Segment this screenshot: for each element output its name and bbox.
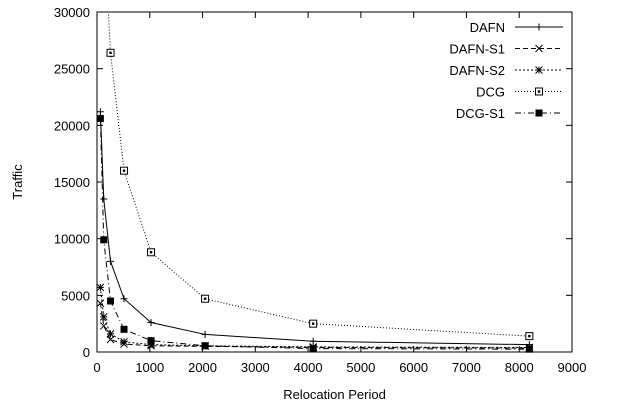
data-point [97,115,104,123]
y-tick-label: 15000 [54,175,90,190]
y-tick-label: 5000 [61,288,90,303]
x-tick-label: 4000 [294,360,323,375]
legend-marker [535,109,543,117]
x-tick-label: 0 [93,360,100,375]
x-tick-label: 3000 [241,360,270,375]
data-point [201,330,209,338]
legend-label: DAFN-S2 [449,63,505,78]
data-point [120,295,128,303]
series-line [99,118,530,350]
y-tick-label: 20000 [54,118,90,133]
legend-label: DCG [476,85,505,100]
data-point [147,248,156,257]
data-point [97,283,105,292]
legend-marker [535,44,543,53]
data-point [99,313,108,321]
data-point [107,297,115,305]
y-tick-label: 0 [83,345,90,360]
y-axis-title: Traffic [10,164,25,200]
series-line [99,287,530,348]
data-point [309,319,318,328]
series-dafn-s2 [97,283,534,352]
x-tick-label: 9000 [558,360,587,375]
data-point [525,345,533,353]
legend-label: DCG-S1 [456,106,505,121]
x-tick-label: 5000 [346,360,375,375]
series-line [99,111,530,346]
y-tick-label: 30000 [54,5,90,20]
legend-entry: DAFN-S2 [449,63,563,78]
legend-label: DAFN [470,20,505,35]
series-dcg-s1 [97,115,533,353]
x-tick-label: 7000 [452,360,481,375]
data-point [106,335,115,344]
data-point [525,332,534,341]
series-dcg [106,12,534,341]
legend-marker [535,66,543,74]
data-point [120,337,128,346]
series-layer [97,12,534,353]
data-point [147,319,155,327]
legend-entry: DCG-S1 [456,106,563,121]
data-point [100,195,108,203]
data-point [201,294,210,303]
x-tick-label: 8000 [505,360,534,375]
data-point [107,257,115,265]
data-point [106,48,115,57]
legend-entry: DAFN [470,20,563,35]
data-point [100,236,108,244]
legend-entry: DAFN-S1 [449,42,563,57]
data-point [201,342,209,350]
x-tick-label: 2000 [188,360,217,375]
legend-marker [535,87,543,96]
y-tick-label: 25000 [54,62,90,77]
x-tick-label: 6000 [399,360,428,375]
legend-marker [535,23,543,31]
data-point [97,299,105,308]
series-line [99,303,530,349]
x-tick-label: 1000 [135,360,164,375]
data-point [97,108,104,116]
data-point [120,166,129,175]
y-tick-label: 10000 [54,232,90,247]
data-point [309,345,317,353]
x-axis-title: Relocation Period [283,387,386,402]
data-point [120,325,128,333]
data-point [106,330,115,338]
series-dafn [97,108,533,349]
legend-label: DAFN-S1 [449,42,505,57]
legend-entry: DCG [476,85,563,100]
legend: DAFN DAFN-S1 DAFN-S2 DCG DCG-S1 [449,20,563,121]
data-point [147,337,155,345]
axis-ticks: 0 1000 2000 3000 4000 5000 6000 7000 8000 9000 0 50… [54,5,587,375]
